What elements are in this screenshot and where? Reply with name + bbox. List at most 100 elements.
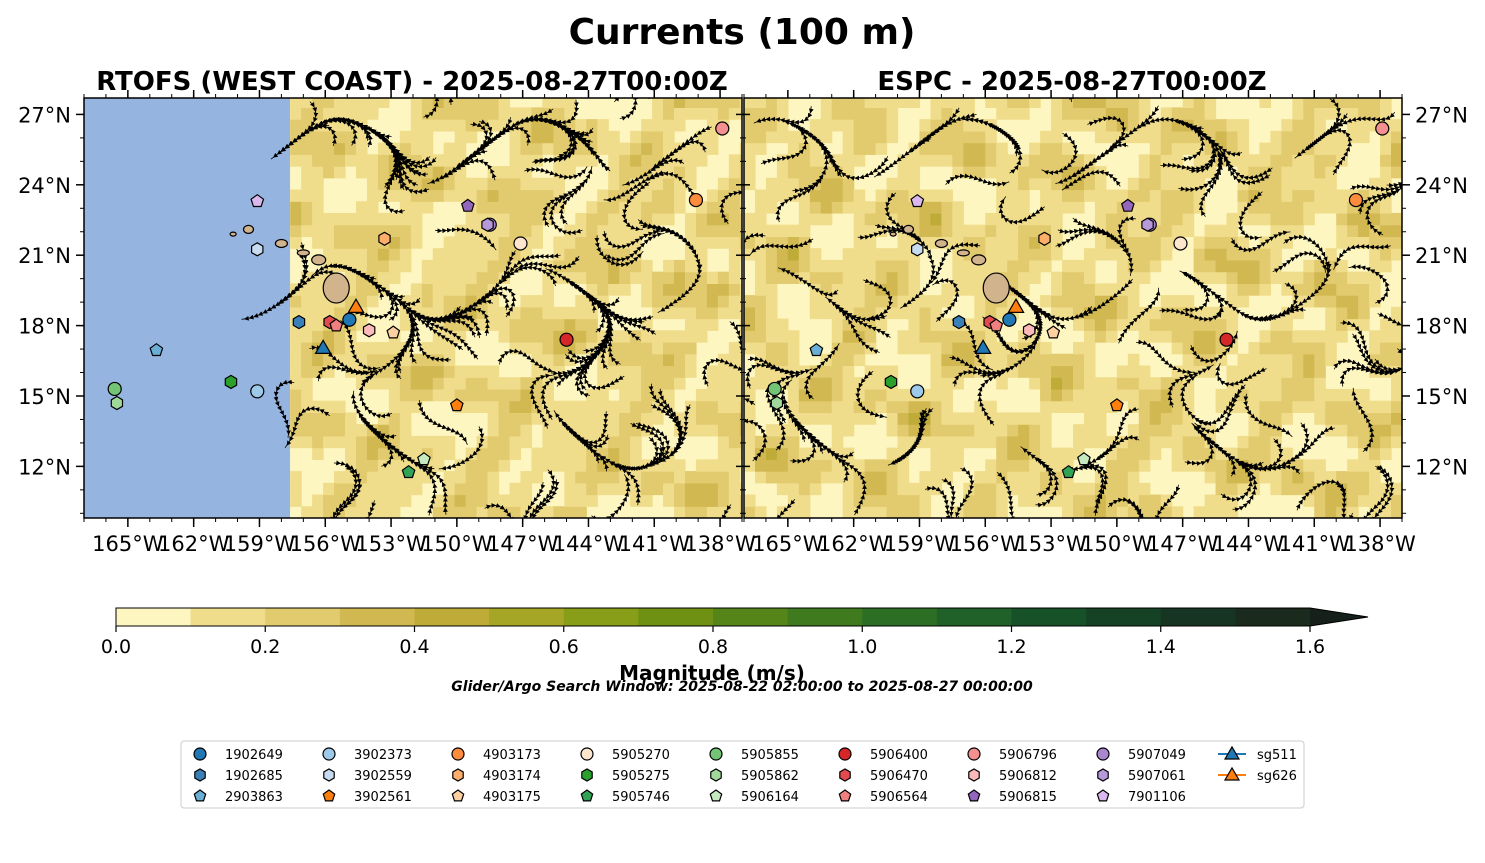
field-cell (1259, 435, 1271, 449)
field-cell (652, 107, 664, 120)
field-cell (728, 212, 741, 226)
field-cell (952, 283, 964, 296)
field-cell (1248, 412, 1261, 425)
field-cell (706, 459, 719, 472)
field-cell (498, 388, 511, 402)
field-cell (684, 330, 697, 343)
field-cell (1073, 259, 1085, 273)
field-cell (421, 130, 434, 144)
field-cell (930, 154, 942, 167)
field-cell (663, 494, 675, 507)
field-cell (1138, 248, 1151, 261)
field-cell (1270, 471, 1282, 484)
field-cell (388, 342, 401, 355)
field-cell (744, 248, 756, 261)
field-cell (641, 400, 653, 414)
field-cell (498, 318, 511, 331)
field-cell (886, 177, 899, 191)
field-cell (754, 201, 767, 214)
field-cell (1270, 342, 1282, 355)
field-cell (487, 295, 500, 308)
field-cell (1160, 166, 1173, 179)
field-cell (312, 177, 324, 191)
field-cell (739, 447, 742, 460)
field-cell (684, 224, 697, 238)
field-cell (575, 459, 587, 472)
field-cell (1259, 283, 1271, 296)
field-cell (1358, 236, 1370, 249)
legend-label-5906815: 5906815 (999, 790, 1057, 805)
field-cell (1314, 189, 1326, 202)
field-cell (410, 377, 423, 390)
field-cell (985, 330, 997, 343)
field-cell (301, 295, 313, 308)
field-cell (1018, 482, 1030, 496)
field-cell (1314, 142, 1326, 155)
field-cell (1040, 447, 1052, 460)
field-cell (1391, 166, 1402, 179)
field-cell (520, 412, 533, 425)
field-cell (323, 236, 335, 249)
field-cell (334, 248, 346, 261)
field-cell (1083, 400, 1096, 414)
field-cell (1182, 212, 1195, 226)
colorbar-segment (1011, 608, 1087, 626)
field-cell (531, 177, 544, 191)
field-cell (809, 365, 822, 378)
field-cell (776, 130, 789, 144)
field-cell (1127, 424, 1140, 437)
field-cell (355, 342, 368, 355)
field-cell (421, 201, 434, 214)
field-cell (1149, 236, 1162, 249)
field-cell (597, 236, 609, 249)
field-cell (820, 377, 833, 390)
field-cell (531, 142, 544, 155)
field-cell (941, 107, 953, 120)
field-cell (765, 119, 778, 132)
field-cell (366, 166, 379, 179)
field-cell (1029, 271, 1041, 284)
field-cell (1105, 471, 1118, 484)
field-cell (985, 459, 997, 472)
marker-3902373 (910, 384, 925, 399)
field-cell (886, 412, 899, 425)
field-cell (334, 306, 346, 320)
field-cell (1248, 377, 1261, 390)
field-cell (974, 412, 986, 425)
field-cell (728, 471, 741, 484)
field-cell (875, 482, 888, 496)
field-cell (355, 236, 368, 249)
field-cell (1105, 119, 1118, 132)
streamline (1331, 112, 1396, 131)
field-cell (776, 318, 789, 331)
field-cell (1127, 119, 1140, 132)
field-cell (1094, 283, 1107, 296)
field-cell (1347, 271, 1359, 284)
field-cell (809, 471, 822, 484)
field-cell (974, 353, 986, 367)
field-cell (787, 142, 800, 155)
field-cell (355, 506, 368, 518)
field-cell (1116, 471, 1129, 484)
field-cell (706, 471, 719, 484)
field-cell (564, 107, 576, 120)
field-cell (886, 388, 899, 402)
field-cell (575, 248, 587, 261)
field-cell (1336, 506, 1348, 518)
field-cell (776, 471, 789, 484)
field-cell (630, 435, 642, 449)
field-cell (897, 342, 910, 355)
field-cell (1029, 98, 1041, 108)
field-cell (963, 119, 975, 132)
field-cell (809, 259, 822, 273)
field-cell (776, 459, 789, 472)
field-cell (930, 119, 942, 132)
field-cell (853, 236, 866, 249)
field-cell (706, 424, 719, 437)
field-cell (498, 166, 511, 179)
field-cell (941, 130, 953, 144)
field-cell (608, 130, 620, 144)
field-cell (1358, 424, 1370, 437)
field-cell (355, 107, 368, 120)
field-cell (1336, 412, 1348, 425)
